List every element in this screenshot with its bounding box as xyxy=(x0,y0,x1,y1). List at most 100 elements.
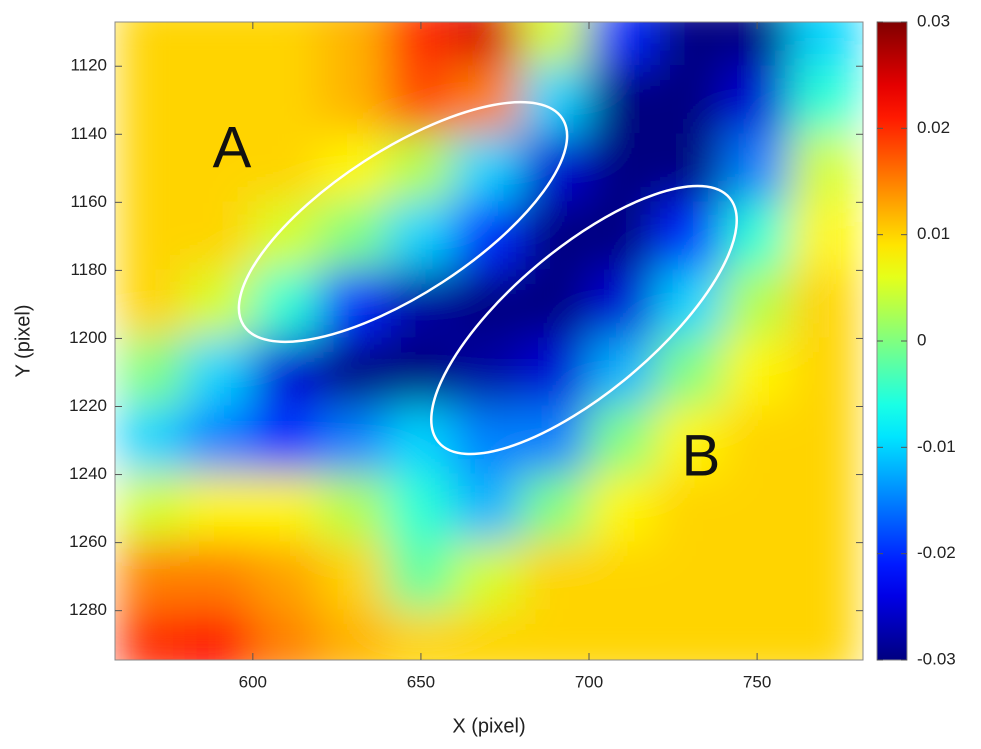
heatmap xyxy=(117,22,859,660)
heat-cell xyxy=(117,473,187,544)
heat-cell xyxy=(588,405,658,476)
heat-cell xyxy=(251,269,322,340)
y-axis-label: Y (pixel) xyxy=(12,305,34,378)
heat-cell xyxy=(520,22,591,68)
heat-cell xyxy=(655,541,725,612)
y-tick-label: 1200 xyxy=(69,328,107,347)
heat-cell xyxy=(588,269,658,340)
x-tick-label: 650 xyxy=(407,672,435,691)
heat-cell xyxy=(453,473,523,544)
heat-cell xyxy=(722,473,792,544)
heat-cell xyxy=(789,473,859,544)
heat-cell xyxy=(453,22,523,68)
heat-cell xyxy=(319,541,389,612)
heat-cell xyxy=(386,541,456,612)
heat-cell xyxy=(319,22,389,68)
heat-cell xyxy=(789,405,859,476)
heat-cell xyxy=(789,201,859,272)
heat-cell xyxy=(184,473,254,544)
heat-cell xyxy=(520,201,591,272)
heat-cell xyxy=(588,609,658,660)
colorbar-tick-label: 0.02 xyxy=(917,118,950,137)
heat-cell xyxy=(722,133,792,204)
heat-cell xyxy=(520,65,591,136)
heat-cell xyxy=(184,609,254,660)
heat-cell xyxy=(386,405,456,476)
heat-cell xyxy=(184,22,254,68)
heat-cell xyxy=(386,201,456,272)
heat-cell xyxy=(655,609,725,660)
heat-cell xyxy=(520,133,591,204)
heat-cell xyxy=(184,65,254,136)
colorbar-tick-label: -0.03 xyxy=(917,649,956,668)
heat-cell xyxy=(184,405,254,476)
heat-cell xyxy=(251,22,322,68)
heat-cell xyxy=(251,201,322,272)
heat-cell xyxy=(722,541,792,612)
heat-cell xyxy=(184,541,254,612)
region-a-ellipse xyxy=(237,100,569,344)
heat-cell xyxy=(453,405,523,476)
heat-cell xyxy=(319,473,389,544)
x-tick-label: 600 xyxy=(239,672,267,691)
heat-cell xyxy=(251,133,322,204)
heat-cell xyxy=(588,541,658,612)
heat-cell xyxy=(117,337,187,408)
heat-cell xyxy=(453,201,523,272)
heatmap-cells xyxy=(117,22,859,660)
y-tick-label: 1260 xyxy=(69,532,107,551)
heat-cell xyxy=(520,269,591,340)
heat-cell xyxy=(588,22,658,68)
heat-cell xyxy=(117,201,187,272)
heat-cell xyxy=(722,609,792,660)
colorbar-tick-label: 0 xyxy=(917,330,926,349)
heat-cell xyxy=(386,22,456,68)
heat-cell xyxy=(722,22,792,68)
y-tick-label: 1160 xyxy=(70,192,107,211)
y-tick-label: 1120 xyxy=(70,56,107,75)
heat-cell xyxy=(655,269,725,340)
heat-cell xyxy=(789,22,859,68)
x-tick-label: 750 xyxy=(743,672,771,691)
heat-cell xyxy=(251,541,322,612)
heat-cell xyxy=(319,201,389,272)
heat-cell xyxy=(453,609,523,660)
heat-cell xyxy=(117,609,187,660)
heat-cell xyxy=(386,133,456,204)
x-axis-label: X (pixel) xyxy=(452,715,525,737)
heat-cell xyxy=(722,405,792,476)
heat-cell xyxy=(789,269,859,340)
y-tick-label: 1240 xyxy=(69,464,107,483)
heat-cell xyxy=(588,201,658,272)
heat-cell xyxy=(655,473,725,544)
annotation: A xyxy=(213,115,252,180)
heat-cell xyxy=(117,65,187,136)
y-tick-label: 1140 xyxy=(70,124,107,143)
heat-cell xyxy=(520,405,591,476)
regions xyxy=(237,100,738,456)
y-tick-label: 1280 xyxy=(69,600,107,619)
colorbar-tick-label: 0.01 xyxy=(917,224,950,243)
heat-cell xyxy=(184,269,254,340)
colorbar-tick-label: -0.01 xyxy=(917,437,956,456)
heat-cell xyxy=(453,337,523,408)
y-tick-label: 1220 xyxy=(69,396,107,415)
heat-cell xyxy=(251,337,322,408)
heat-cell xyxy=(655,133,725,204)
y-tick-label: 1180 xyxy=(70,260,107,279)
heat-cell xyxy=(184,337,254,408)
heat-cell xyxy=(386,65,456,136)
heat-cell xyxy=(117,541,187,612)
heat-cell xyxy=(117,405,187,476)
heat-cell xyxy=(184,201,254,272)
heat-cell xyxy=(453,133,523,204)
heat-cell xyxy=(722,201,792,272)
heat-cell xyxy=(722,269,792,340)
heat-cell xyxy=(386,473,456,544)
heat-cell xyxy=(319,609,389,660)
heat-cell xyxy=(386,337,456,408)
heat-cell xyxy=(251,609,322,660)
colorbar-tick-label: 0.03 xyxy=(917,11,950,30)
heat-cell xyxy=(588,65,658,136)
